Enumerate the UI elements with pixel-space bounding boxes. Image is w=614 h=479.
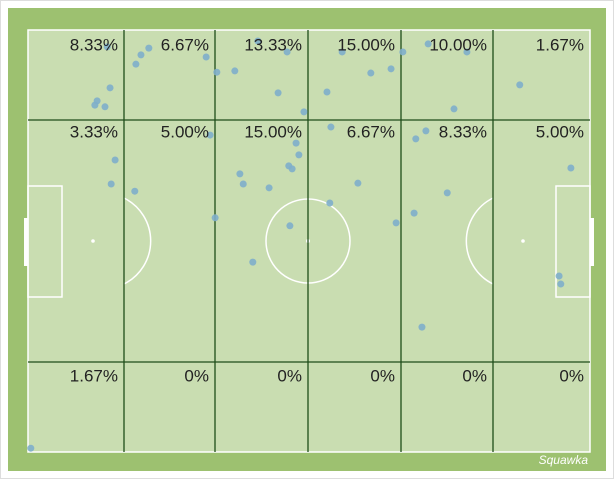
point [557, 280, 565, 288]
zone-label: 15.00% [337, 35, 395, 54]
point [131, 187, 139, 195]
point [399, 48, 407, 56]
point [132, 60, 140, 68]
point [106, 84, 114, 92]
point [137, 51, 145, 59]
zone-label: 8.33% [70, 35, 118, 54]
point [27, 444, 35, 452]
point [286, 222, 294, 230]
point [249, 258, 257, 266]
point [91, 101, 99, 109]
zone-label: 10.00% [429, 35, 487, 54]
point [410, 209, 418, 217]
zone-label: 8.33% [439, 122, 487, 141]
zone-label: 1.67% [536, 35, 584, 54]
points [27, 37, 575, 452]
point [274, 89, 282, 97]
zone-label: 5.00% [161, 122, 209, 141]
zone-grid [28, 30, 590, 452]
point [555, 272, 563, 280]
point [516, 81, 524, 89]
zone-label: 1.67% [70, 366, 118, 385]
point [211, 214, 219, 222]
point [145, 44, 153, 52]
point [392, 219, 400, 227]
point [326, 199, 334, 207]
point [327, 123, 335, 131]
zone-label: 13.33% [244, 35, 302, 54]
point [323, 88, 331, 96]
point [418, 323, 426, 331]
point [288, 165, 296, 173]
point [107, 180, 115, 188]
zone-label: 3.33% [70, 122, 118, 141]
point [231, 67, 239, 75]
zone-label: 15.00% [244, 122, 302, 141]
zone-label: 0% [277, 366, 302, 385]
zone-label: 6.67% [347, 122, 395, 141]
point [265, 184, 273, 192]
point [450, 105, 458, 113]
point [354, 179, 362, 187]
point [254, 37, 262, 45]
point [236, 170, 244, 178]
zone-label: 0% [462, 366, 487, 385]
point [295, 151, 303, 159]
point [283, 48, 291, 56]
point [567, 164, 575, 172]
point [412, 135, 420, 143]
point [101, 103, 109, 111]
point [443, 189, 451, 197]
point [206, 131, 214, 139]
point [239, 180, 247, 188]
zone-labels: 8.33% 6.67% 13.33% 15.00% 10.00% 1.67% 3.33% 5.… [70, 35, 584, 385]
point [463, 48, 471, 56]
point [213, 68, 221, 76]
point [387, 65, 395, 73]
zone-label: 0% [370, 366, 395, 385]
point [103, 43, 111, 51]
point [367, 69, 375, 77]
zone-label: 5.00% [536, 122, 584, 141]
point [422, 127, 430, 135]
point [292, 139, 300, 147]
zone-label: 0% [559, 366, 584, 385]
point [300, 108, 308, 116]
zone-label: 6.67% [161, 35, 209, 54]
zone-label: 0% [184, 366, 209, 385]
point [202, 53, 210, 61]
brand: Squawka [539, 453, 589, 467]
point [424, 40, 432, 48]
point [338, 48, 346, 56]
point [111, 156, 119, 164]
